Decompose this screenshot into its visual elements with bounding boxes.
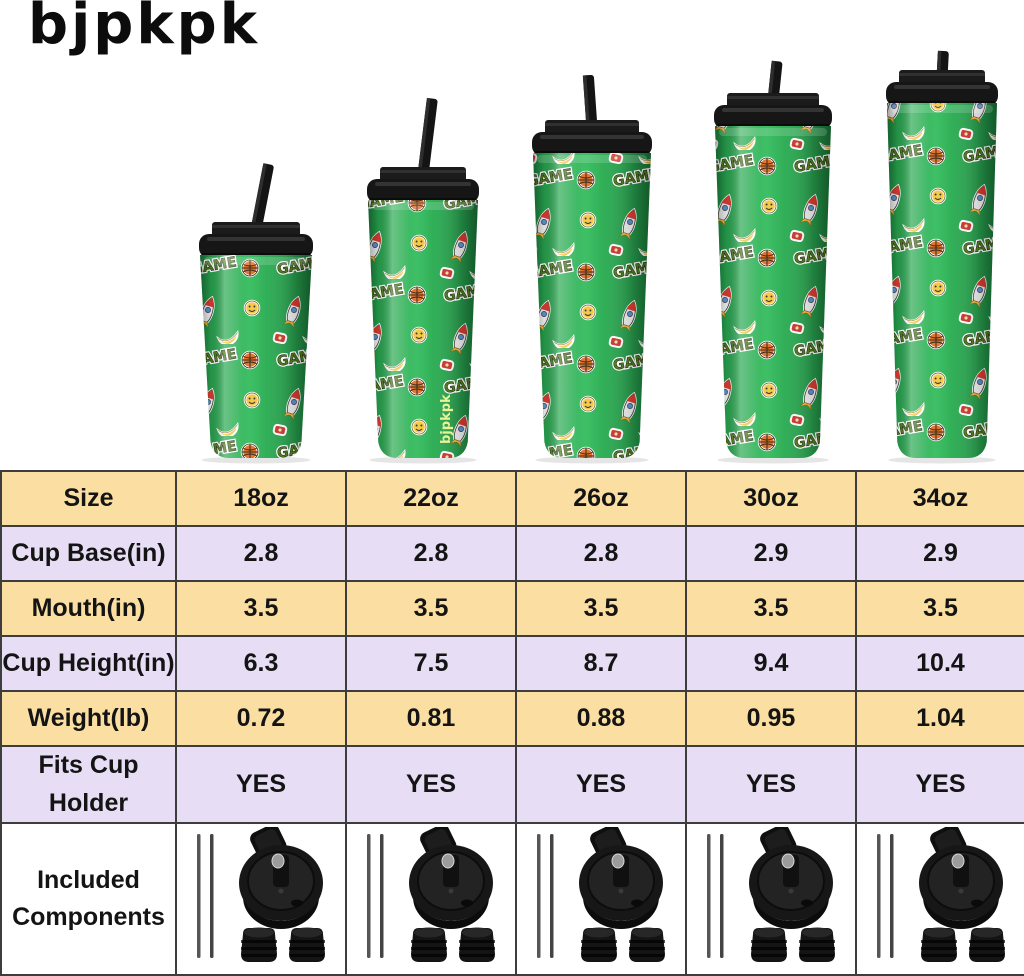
straws-icon: [537, 833, 554, 958]
included-components-cell: [515, 820, 687, 976]
straws-icon: [367, 833, 384, 958]
value-cell: 10.4: [855, 635, 1024, 692]
spec-table: Size 18oz 22oz 26oz 30oz 34oz Cup Base(in) 2.8 2…: [0, 470, 1024, 976]
table-row-included-components: Included Components: [0, 820, 1024, 976]
table-row-size: Size 18oz 22oz 26oz 30oz 34oz: [0, 470, 1024, 527]
value-cell: YES: [345, 745, 517, 824]
brand-logo: bjpkpk: [28, 0, 260, 57]
value-cell: 3.5: [515, 580, 687, 637]
value-cell: 3.5: [345, 580, 517, 637]
tumbler-18oz-icon: [199, 163, 313, 464]
spec-table-section: Size 18oz 22oz 26oz 30oz 34oz Cup Base(in) 2.8 2…: [0, 470, 1024, 976]
lid-icon: [367, 167, 479, 203]
value-cell: 30oz: [685, 470, 857, 527]
value-cell: 3.5: [855, 580, 1024, 637]
row-label: Cup Height(in): [0, 635, 177, 692]
straws-icon: [876, 833, 893, 958]
hero-section: bjpkpk: [0, 0, 1024, 470]
tumbler-30oz-icon: [714, 60, 832, 464]
cup-body: [200, 255, 312, 458]
included-components-cell: [175, 820, 347, 976]
value-cell: 3.5: [175, 580, 347, 637]
included-components-cell: [855, 820, 1024, 976]
cup-body: [533, 153, 651, 458]
included-components-graphic: [537, 820, 665, 962]
cap-icon: [581, 927, 617, 962]
row-label: Weight(lb): [0, 690, 177, 747]
value-cell: 9.4: [685, 635, 857, 692]
value-cell: 2.8: [345, 525, 517, 582]
value-cell: 22oz: [345, 470, 517, 527]
cup-body: [887, 103, 997, 458]
lid-icon: [714, 93, 832, 129]
table-row-weight-lb-: Weight(lb) 0.72 0.81 0.88 0.95 1.04: [0, 690, 1024, 747]
value-cell: YES: [515, 745, 687, 824]
value-cell: YES: [175, 745, 347, 824]
cap-icon: [920, 927, 957, 962]
value-cell: 3.5: [685, 580, 857, 637]
straw-icon: [248, 163, 274, 240]
tumbler-26oz-icon: [532, 74, 652, 464]
flip-lid-icon: [578, 820, 664, 930]
row-label: Size: [0, 470, 177, 527]
flip-lid-icon: [748, 820, 834, 930]
tumbler-22oz-icon: bjpkpk: [367, 97, 479, 464]
cap-icon: [968, 927, 1005, 962]
value-cell: 0.88: [515, 690, 687, 747]
value-cell: 0.95: [685, 690, 857, 747]
value-cell: 26oz: [515, 470, 687, 527]
lid-icon: [532, 120, 652, 156]
straw-icon: [416, 97, 438, 185]
table-row-cup-height-in-: Cup Height(in) 6.3 7.5 8.7 9.4 10.4: [0, 635, 1024, 692]
lid-icon: [199, 222, 313, 258]
included-components-cell: [685, 820, 857, 976]
flip-lid-icon: [408, 820, 494, 930]
value-cell: 0.81: [345, 690, 517, 747]
tumbler-34oz-icon: [886, 50, 998, 464]
value-cell: YES: [855, 745, 1024, 824]
cap-icon: [289, 927, 325, 962]
table-row-fits-cup-holder: Fits Cup Holder YES YES YES YES YES: [0, 745, 1024, 824]
value-cell: 34oz: [855, 470, 1024, 527]
included-components-graphic: [197, 820, 325, 962]
included-components-graphic: [876, 820, 1005, 962]
flip-lid-icon: [238, 820, 324, 930]
straws-icon: [197, 833, 214, 958]
flip-lid-icon: [917, 820, 1004, 930]
cup-body: bjpkpk: [368, 200, 478, 458]
cap-icon: [629, 927, 665, 962]
row-label: Cup Base(in): [0, 525, 177, 582]
value-cell: 6.3: [175, 635, 347, 692]
included-components-graphic: [367, 820, 495, 962]
row-label: Mouth(in): [0, 580, 177, 637]
row-label: Fits Cup Holder: [0, 745, 177, 824]
value-cell: 0.72: [175, 690, 347, 747]
included-components-graphic: [707, 820, 835, 962]
value-cell: 2.8: [175, 525, 347, 582]
value-cell: 7.5: [345, 635, 517, 692]
value-cell: 18oz: [175, 470, 347, 527]
cap-icon: [751, 927, 787, 962]
cap-icon: [411, 927, 447, 962]
table-row-mouth-in-: Mouth(in) 3.5 3.5 3.5 3.5 3.5: [0, 580, 1024, 637]
cap-icon: [241, 927, 277, 962]
row-label: Included Components: [0, 822, 177, 976]
value-cell: 2.8: [515, 525, 687, 582]
cup-vertical-logo: bjpkpk: [439, 394, 454, 444]
cup-body: [715, 126, 831, 458]
cap-icon: [799, 927, 835, 962]
lid-icon: [886, 70, 998, 106]
value-cell: 8.7: [515, 635, 687, 692]
value-cell: 2.9: [855, 525, 1024, 582]
straws-icon: [707, 833, 724, 958]
cap-icon: [459, 927, 495, 962]
table-row-cup-base-in-: Cup Base(in) 2.8 2.8 2.8 2.9 2.9: [0, 525, 1024, 582]
value-cell: 2.9: [685, 525, 857, 582]
value-cell: 1.04: [855, 690, 1024, 747]
value-cell: YES: [685, 745, 857, 824]
included-components-cell: [345, 820, 517, 976]
